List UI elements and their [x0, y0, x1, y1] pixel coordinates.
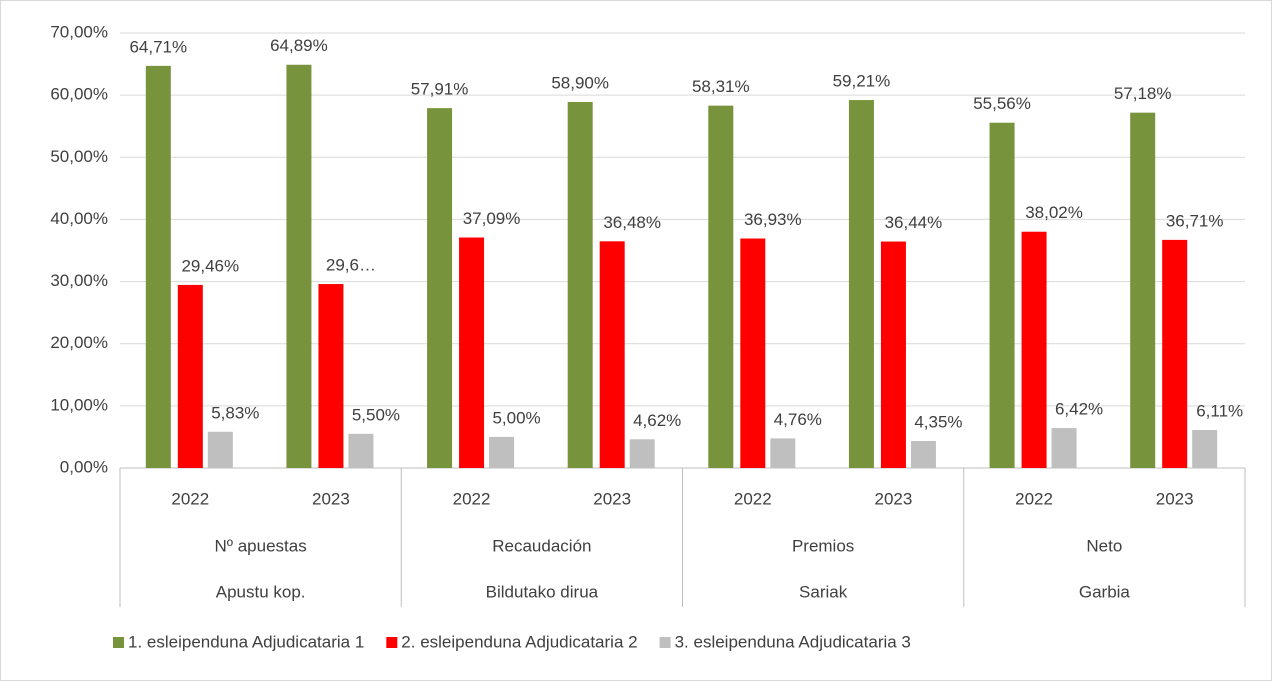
y-tick-label: 30,00%	[50, 271, 108, 290]
data-label: 59,21%	[833, 72, 891, 91]
bar	[848, 100, 874, 469]
group-label: Bildutako dirua	[486, 582, 599, 601]
bar	[348, 433, 374, 468]
data-label: 29,6…	[326, 256, 376, 275]
group-label: Neto	[1086, 536, 1122, 555]
bar	[910, 440, 936, 468]
data-label: 57,91%	[411, 80, 469, 99]
bar	[207, 431, 233, 468]
legend-swatch	[113, 637, 124, 648]
data-label: 5,50%	[352, 405, 400, 424]
data-label: 36,44%	[885, 213, 943, 232]
x-tick-label: 2023	[312, 489, 350, 508]
bar	[1021, 231, 1047, 468]
group-label: Garbia	[1079, 582, 1131, 601]
y-tick-label: 50,00%	[50, 147, 108, 166]
y-tick-label: 40,00%	[50, 209, 108, 228]
data-label: 64,89%	[270, 36, 328, 55]
data-label: 36,48%	[603, 213, 661, 232]
data-label: 36,93%	[744, 210, 802, 229]
bar	[1162, 239, 1188, 468]
data-label: 6,11%	[1196, 402, 1243, 421]
bar	[708, 105, 734, 469]
data-label: 5,83%	[211, 403, 259, 422]
x-tick-label: 2022	[453, 489, 491, 508]
bar	[1192, 430, 1218, 468]
y-tick-label: 0,00%	[60, 457, 108, 476]
bar	[459, 237, 485, 468]
bar	[740, 238, 766, 468]
bar	[427, 108, 453, 469]
x-tick-label: 2023	[593, 489, 631, 508]
x-tick-label: 2022	[1015, 489, 1053, 508]
data-label: 4,76%	[774, 410, 822, 429]
bar	[177, 284, 203, 468]
x-tick-label: 2022	[734, 489, 772, 508]
data-label: 4,35%	[914, 412, 962, 431]
data-label: 4,62%	[633, 411, 681, 430]
bar	[629, 439, 655, 468]
y-tick-label: 60,00%	[50, 85, 108, 104]
x-tick-label: 2023	[875, 489, 913, 508]
bar	[489, 436, 515, 468]
group-label: Apustu kop.	[216, 582, 306, 601]
legend-label: 3. esleipenduna Adjudicataria 3	[675, 632, 911, 651]
bar	[599, 241, 625, 468]
group-label: Nº apuestas	[215, 536, 307, 555]
legend-swatch	[659, 637, 671, 648]
bar	[880, 241, 906, 468]
bar	[145, 65, 171, 469]
group-label: Sariak	[799, 582, 848, 601]
bar	[567, 101, 593, 468]
legend-label: 2. esleipenduna Adjudicataria 2	[401, 632, 637, 651]
data-label: 36,71%	[1166, 211, 1224, 230]
data-label: 38,02%	[1025, 203, 1083, 222]
y-tick-label: 10,00%	[50, 395, 108, 414]
data-label: 57,18%	[1114, 84, 1172, 103]
bar	[1130, 112, 1156, 468]
data-label: 5,00%	[492, 408, 540, 427]
y-tick-label: 20,00%	[50, 333, 108, 352]
bar	[770, 438, 796, 468]
data-label: 6,42%	[1055, 400, 1103, 419]
group-label: Premios	[792, 536, 854, 555]
bar	[1051, 428, 1077, 468]
y-tick-label: 70,00%	[50, 22, 108, 41]
data-label: 64,71%	[129, 37, 187, 56]
data-label: 29,46%	[181, 256, 239, 275]
data-label: 58,90%	[551, 73, 609, 92]
data-label: 55,56%	[973, 94, 1031, 113]
data-label: 37,09%	[463, 209, 521, 228]
legend-label: 1. esleipenduna Adjudicataria 1	[128, 632, 364, 651]
legend-swatch	[386, 637, 398, 648]
x-tick-label: 2022	[171, 489, 209, 508]
bar	[286, 64, 312, 468]
data-label: 58,31%	[692, 77, 750, 96]
group-label: Recaudación	[492, 536, 591, 555]
bar	[318, 284, 344, 468]
bar	[989, 122, 1015, 468]
x-tick-label: 2023	[1156, 489, 1194, 508]
